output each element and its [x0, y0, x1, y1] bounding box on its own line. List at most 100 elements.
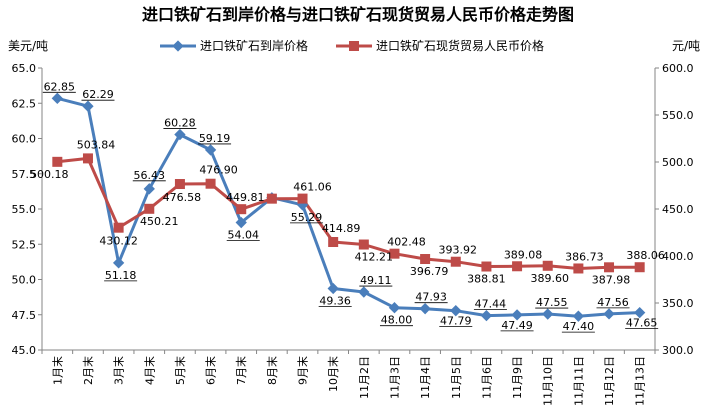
series-1-point: [388, 302, 401, 314]
series-1-data-label: 62.29: [82, 88, 114, 101]
x-tick-label: 4月末: [142, 356, 156, 385]
left-tick-label: 45.0: [12, 344, 37, 357]
left-tick-label: 55.0: [12, 203, 37, 216]
series-1-data-label: 47.65: [626, 317, 658, 330]
series-2-data-label: 389.08: [504, 248, 543, 261]
series-2-data-label: 412.21: [355, 251, 394, 264]
series-2-data-label: 387.98: [592, 273, 631, 286]
series-2-data-label: 476.90: [199, 164, 238, 177]
series-2-point: [389, 248, 400, 259]
legend-label-1: 进口铁矿石到岸价格: [200, 38, 308, 53]
series-2-data-label: 386.73: [565, 250, 604, 263]
series-1-point: [143, 183, 155, 195]
series-2-point: [52, 156, 63, 167]
series-1-data-label: 47.93: [415, 291, 447, 304]
series-1-point: [634, 306, 646, 319]
series-2-data-label: 396.79: [410, 265, 449, 278]
right-tick-label: 550.0: [662, 109, 694, 122]
series-1-point: [419, 303, 431, 315]
x-tick-label: 11月12日: [603, 356, 616, 406]
left-tick-label: 62.5: [12, 97, 37, 110]
series-2-point: [634, 262, 645, 273]
x-tick-label: 7月末: [234, 356, 248, 385]
series-2-data-label: 388.06: [626, 249, 665, 262]
series-1-data-label: 60.28: [164, 117, 196, 130]
series-1-data-label: 51.18: [105, 269, 137, 282]
right-tick-label: 450.0: [662, 203, 694, 216]
series-2-point: [266, 193, 277, 204]
x-tick-label: 11月10日: [542, 356, 555, 406]
series-1-data-label: 62.85: [44, 80, 76, 93]
x-tick-label: 11月13日: [634, 356, 647, 406]
series-1-data-label: 49.11: [360, 274, 392, 287]
series-2-point: [82, 153, 93, 164]
series-2-data-label: 450.21: [140, 215, 179, 228]
series-1-point: [51, 92, 63, 104]
right-axis-unit: 元/吨: [672, 39, 700, 53]
series-2-point: [481, 261, 492, 272]
series-2-data-label: 500.18: [30, 168, 69, 181]
series-2-point: [604, 262, 615, 273]
x-tick-label: 11月5日: [450, 356, 463, 399]
x-tick-label: 8月末: [265, 356, 279, 385]
series-2-point: [512, 261, 523, 272]
x-tick-label: 11月9日: [511, 356, 524, 399]
series-2-point: [542, 260, 553, 271]
series-1-data-label: 47.55: [536, 296, 568, 309]
series-1-point: [82, 100, 94, 112]
series-1-point: [358, 286, 370, 298]
legend: 进口铁矿石到岸价格 进口铁矿石现货贸易人民币价格: [160, 38, 544, 53]
series-1-point: [542, 308, 554, 320]
left-tick-label: 60.0: [12, 133, 37, 146]
series-1-data-label: 47.56: [597, 296, 629, 309]
right-tick-label: 300.0: [662, 344, 694, 357]
x-tick-label: 3月末: [112, 356, 126, 385]
series-1-data-label: 59.19: [199, 132, 231, 145]
series-2-point: [297, 193, 308, 204]
series-1-data-label: 47.40: [563, 320, 595, 333]
series-1-point: [603, 308, 615, 320]
x-tick-label: 11月6日: [480, 356, 493, 399]
series-2-point: [236, 204, 247, 215]
legend-marker-square: [349, 41, 359, 51]
series-1-point: [327, 282, 339, 295]
left-tick-label: 47.5: [12, 309, 37, 322]
series-1-data-label: 56.43: [134, 169, 166, 182]
series-2-data-label: 414.89: [322, 222, 361, 235]
series-1-point: [450, 305, 462, 317]
left-tick-label: 65.0: [12, 62, 37, 75]
series-1-point: [204, 144, 217, 156]
left-axis-unit: 美元/吨: [8, 39, 48, 53]
series-line-2: [57, 156, 640, 270]
x-tick-label: 5月末: [173, 356, 187, 385]
x-tick-label: 11月3日: [388, 356, 401, 399]
series-1-data-label: 47.79: [440, 315, 472, 328]
right-tick-label: 350.0: [662, 297, 694, 310]
legend-label-2: 进口铁矿石现货贸易人民币价格: [376, 38, 544, 53]
x-tick-label: 1月末: [50, 356, 64, 385]
series-2-data-label: 449.81: [226, 191, 265, 204]
x-tick-label: 11月4日: [419, 356, 432, 399]
series-2-point: [420, 254, 431, 265]
x-tick-label: 11月2日: [358, 356, 371, 399]
series-1-point: [174, 128, 186, 141]
series-1-point: [235, 216, 247, 229]
series-2-point: [113, 222, 124, 233]
series-1-point: [480, 309, 493, 322]
x-tick-label: 9月末: [296, 356, 310, 385]
series-1-data-label: 48.00: [381, 314, 413, 327]
series-2-point: [205, 178, 216, 189]
series-1-data-label: 54.04: [227, 229, 259, 242]
series-2-data-label: 461.06: [293, 181, 332, 194]
series-2-data-label: 430.12: [99, 235, 138, 248]
left-tick-label: 52.5: [12, 238, 37, 251]
series-2-data-label: 388.81: [467, 273, 506, 286]
series-2-point: [174, 179, 185, 190]
x-tick-label: 6月末: [204, 356, 218, 385]
series-2-data-label: 503.84: [77, 138, 116, 151]
series-2-point: [450, 256, 461, 267]
right-tick-label: 400.0: [662, 250, 694, 263]
series-2-point: [328, 237, 339, 248]
series-1-point: [572, 310, 585, 322]
